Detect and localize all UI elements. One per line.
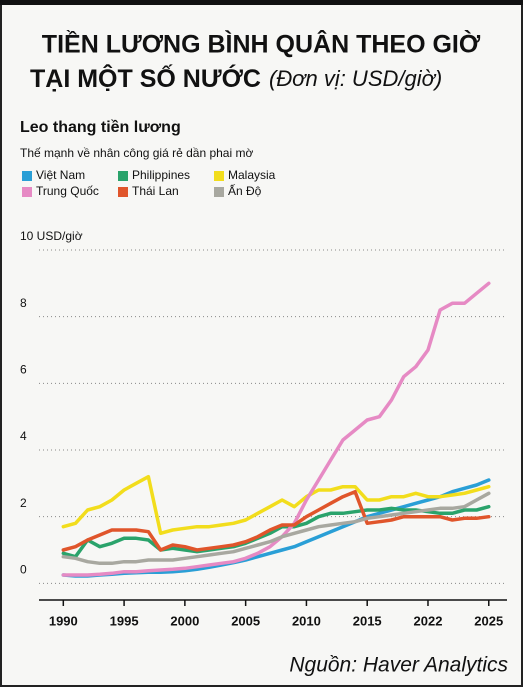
description: Thế mạnh về nhân công giá rẻ dần phai mờ bbox=[20, 146, 253, 160]
x-tick-label: 2000 bbox=[170, 613, 199, 628]
legend-swatch bbox=[118, 171, 128, 181]
legend-swatch bbox=[214, 187, 224, 197]
x-tick-label: 2005 bbox=[231, 613, 260, 628]
unit: (Đơn vị: USD/giờ) bbox=[269, 66, 442, 91]
series-line bbox=[61, 474, 491, 536]
y-tick-label: 10 USD/giờ bbox=[20, 229, 83, 243]
series-line bbox=[61, 489, 491, 552]
title-line: TẠI MỘT SỐ NƯỚC bbox=[30, 63, 261, 93]
legend-swatch bbox=[118, 187, 128, 197]
legend-label: Trung Quốc bbox=[36, 184, 99, 198]
series-line bbox=[61, 281, 491, 577]
legend-label: Ấn Độ bbox=[228, 183, 262, 198]
x-tick-label: 1990 bbox=[49, 613, 78, 628]
y-tick-label: 0 bbox=[20, 563, 27, 577]
legend-swatch bbox=[214, 171, 224, 181]
x-tick-label: 2010 bbox=[292, 613, 321, 628]
y-tick-label: 4 bbox=[20, 429, 27, 443]
legend-label: Thái Lan bbox=[132, 184, 179, 198]
y-tick-label: 6 bbox=[20, 363, 27, 377]
title-line: TẠI MỘT SỐ NƯỚC (Đơn vị: USD/giờ) bbox=[30, 63, 442, 93]
subtitle: Leo thang tiền lương bbox=[20, 119, 181, 136]
y-tick-label: 8 bbox=[20, 296, 27, 310]
legend-swatch bbox=[22, 171, 32, 181]
legend-label: Việt Nam bbox=[36, 168, 85, 182]
top-bar bbox=[0, 0, 523, 5]
series-line bbox=[61, 491, 491, 566]
legend-swatch bbox=[22, 187, 32, 197]
legend-label: Philippines bbox=[132, 168, 190, 182]
source: Nguồn: Haver Analytics bbox=[289, 654, 508, 677]
x-tick-label: 2015 bbox=[353, 613, 382, 628]
title-line: TIỀN LƯƠNG BÌNH QUÂN THEO GIỜ bbox=[42, 29, 481, 59]
y-tick-label: 2 bbox=[20, 496, 27, 510]
legend-label: Malaysia bbox=[228, 168, 276, 182]
x-tick-label: 2025 bbox=[474, 613, 503, 628]
x-tick-label: 1995 bbox=[110, 613, 139, 628]
x-tick-label: 2022 bbox=[414, 613, 443, 628]
